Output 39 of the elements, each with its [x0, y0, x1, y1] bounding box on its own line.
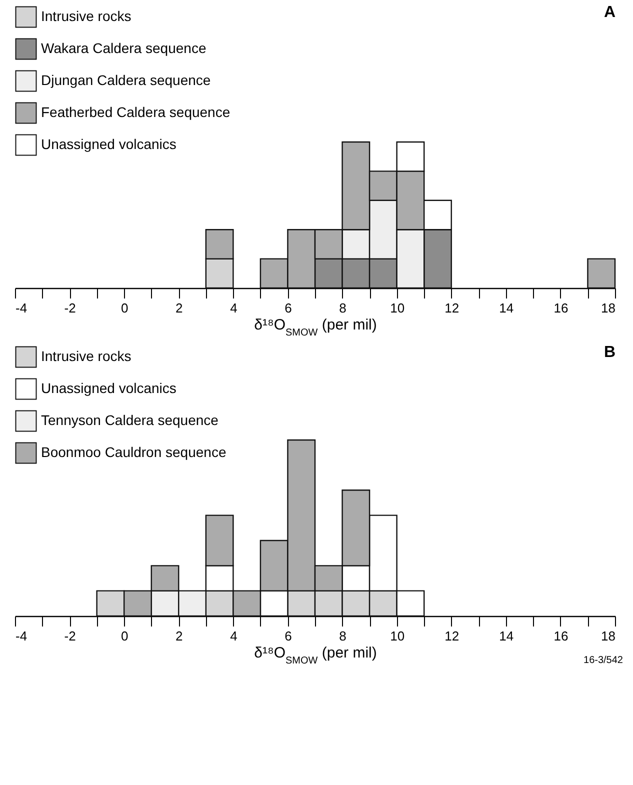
x-axis-title: δ¹⁸O$_{SMOW}$ (per mil) [254, 644, 377, 666]
x-axis-title: δ¹⁸O$_{SMOW}$ (per mil) [254, 316, 377, 338]
bar [587, 258, 616, 289]
x-tick-label: 0 [120, 628, 128, 644]
legend-label: Boonmoo Cauldron sequence [41, 444, 226, 460]
chart-title: B [604, 344, 616, 361]
legend-label: Tennyson Caldera sequence [41, 412, 219, 428]
x-tick-label: -4 [16, 300, 28, 316]
x-tick-label: 8 [339, 628, 346, 644]
x-tick-label: 6 [284, 628, 292, 644]
x-tick-label: -2 [64, 300, 76, 316]
chart-title: A [604, 4, 616, 21]
x-tick-label: 2 [176, 628, 183, 644]
x-tick-label: 10 [390, 300, 405, 316]
x-tick-label: 8 [339, 300, 346, 316]
legend-label: Wakara Caldera sequence [41, 40, 206, 56]
x-tick-label: 12 [444, 628, 460, 644]
x-tick-label: 12 [444, 300, 460, 316]
x-tick-label: 16 [554, 300, 568, 316]
x-tick-label: 18 [601, 300, 616, 316]
x-tick-label: 0 [120, 300, 128, 316]
legend-label: Unassigned volcanics [41, 380, 176, 396]
x-tick-label: 6 [284, 300, 292, 316]
x-tick-label: 2 [176, 300, 183, 316]
text: 16-3/542 [584, 655, 623, 666]
legend-label: Djungan Caldera sequence [41, 72, 211, 88]
x-tick-label: 4 [230, 628, 238, 644]
x-tick-label: 10 [390, 628, 405, 644]
x-tick-label: 18 [601, 628, 616, 644]
x-tick-label: -4 [16, 628, 28, 644]
x-tick-label: 16 [554, 628, 568, 644]
legend-label: Featherbed Caldera sequence [41, 104, 230, 120]
legend-label: Intrusive rocks [41, 348, 132, 364]
x-tick-label: -2 [64, 628, 76, 644]
x-tick-label: 4 [230, 300, 238, 316]
x-tick-label: 14 [499, 300, 514, 316]
x-tick-label: 14 [499, 628, 514, 644]
legend-label: Unassigned volcanics [41, 136, 176, 152]
legend-label: Intrusive rocks [41, 8, 132, 24]
